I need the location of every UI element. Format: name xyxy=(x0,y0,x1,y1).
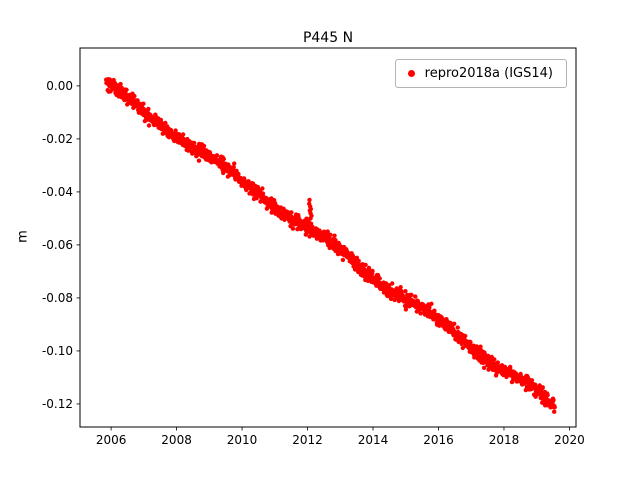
data-point xyxy=(427,305,432,310)
data-point xyxy=(214,153,220,158)
data-point xyxy=(409,292,414,298)
data-point xyxy=(363,262,368,268)
data-point xyxy=(163,120,168,126)
data-point xyxy=(474,344,479,349)
data-point xyxy=(282,217,287,222)
x-tick-label: 2020 xyxy=(554,433,585,447)
data-point xyxy=(246,179,251,184)
data-point xyxy=(132,93,137,99)
anomaly-data-point xyxy=(309,213,314,218)
data-point xyxy=(232,161,237,166)
data-point xyxy=(452,321,457,326)
data-point xyxy=(328,232,333,237)
scatter-series xyxy=(104,77,557,414)
legend-marker-dot xyxy=(407,70,415,77)
data-point xyxy=(551,398,556,403)
y-tick-label: 0.00 xyxy=(46,79,73,93)
data-point xyxy=(231,165,236,170)
data-point xyxy=(340,257,346,263)
y-tick-label: -0.06 xyxy=(42,238,73,252)
data-point xyxy=(290,226,296,231)
data-point xyxy=(241,176,247,181)
data-point xyxy=(377,276,382,281)
data-point xyxy=(146,123,152,128)
data-point xyxy=(180,132,186,137)
data-point xyxy=(356,258,361,264)
x-tick-label: 2014 xyxy=(358,433,389,447)
anomaly-data-point xyxy=(308,206,313,212)
y-tick-label: -0.02 xyxy=(42,132,73,146)
data-point xyxy=(545,392,550,398)
data-point xyxy=(236,171,241,177)
x-tick-label: 2006 xyxy=(96,433,127,447)
x-tick-label: 2016 xyxy=(423,433,454,447)
data-point xyxy=(307,234,312,239)
data-point xyxy=(429,301,434,306)
y-tick-label: -0.12 xyxy=(42,397,73,411)
data-point xyxy=(289,210,294,215)
y-tick-label: -0.10 xyxy=(42,344,73,358)
data-point xyxy=(495,360,500,365)
data-point xyxy=(260,186,265,191)
data-point xyxy=(196,158,202,163)
data-point xyxy=(192,140,197,146)
x-tick-label: 2012 xyxy=(292,433,323,447)
data-point xyxy=(552,405,557,410)
data-point xyxy=(135,98,140,103)
data-point xyxy=(552,409,557,414)
anomaly-data-point xyxy=(309,224,314,229)
data-point xyxy=(481,365,487,370)
data-point xyxy=(492,357,497,362)
data-point xyxy=(254,196,259,201)
data-point xyxy=(540,400,545,405)
data-point xyxy=(413,294,418,299)
data-point xyxy=(463,333,468,339)
x-tick-label: 2018 xyxy=(489,433,520,447)
data-point xyxy=(403,307,409,312)
data-point xyxy=(370,268,375,274)
data-point xyxy=(158,117,164,123)
x-tick-label: 2008 xyxy=(161,433,192,447)
x-tick-label: 2010 xyxy=(227,433,258,447)
anomaly-data-point xyxy=(307,197,312,203)
data-point xyxy=(432,308,437,313)
data-point xyxy=(146,106,151,112)
data-point xyxy=(118,81,123,87)
data-point xyxy=(304,216,309,221)
data-point xyxy=(385,293,390,299)
legend: repro2018a (IGS14) xyxy=(394,59,567,88)
data-point xyxy=(207,150,213,155)
data-point xyxy=(221,156,226,162)
data-point xyxy=(403,289,408,294)
plot-title: P445 N xyxy=(302,30,354,46)
data-point xyxy=(390,281,395,286)
data-point xyxy=(468,339,473,345)
y-tick-label: -0.04 xyxy=(42,185,73,199)
axes-frame xyxy=(79,47,577,428)
legend-label: repro2018a (IGS14) xyxy=(424,66,553,81)
data-point xyxy=(529,378,535,383)
y-axis-label: m xyxy=(15,230,31,243)
data-point xyxy=(173,128,178,133)
data-point xyxy=(124,87,129,93)
data-point xyxy=(332,233,337,238)
data-point xyxy=(478,344,483,349)
data-point xyxy=(141,101,146,106)
data-point xyxy=(540,385,545,390)
data-point xyxy=(356,269,361,275)
data-point xyxy=(486,353,491,359)
y-tick-label: -0.08 xyxy=(42,291,73,305)
data-point xyxy=(418,311,423,316)
data-point xyxy=(494,370,499,376)
data-point xyxy=(201,143,207,149)
data-point xyxy=(398,285,403,290)
data-point xyxy=(455,325,460,330)
data-point xyxy=(260,191,266,196)
